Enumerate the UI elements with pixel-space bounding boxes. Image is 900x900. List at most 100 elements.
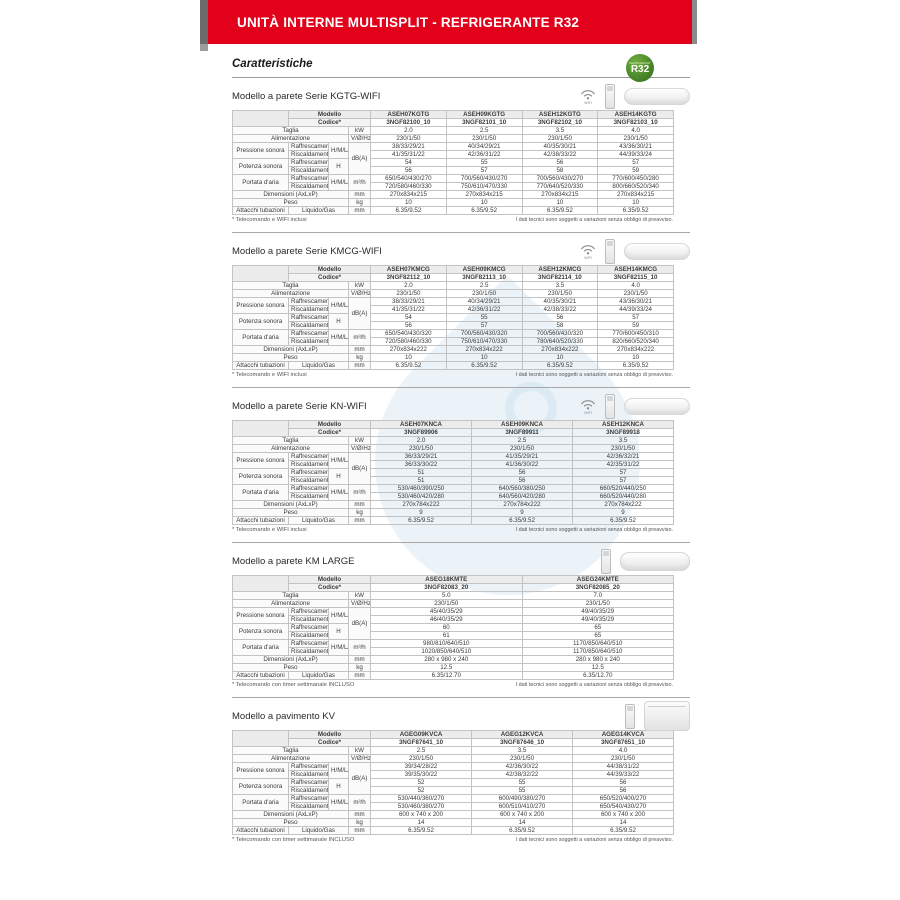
attacchi-value: 6.35/9.52 [445, 361, 523, 370]
r32-badge-label: R32 [630, 63, 650, 75]
row-label-taglia: Taglia [232, 281, 349, 290]
model-name: AGEG14KVCA [572, 730, 675, 739]
peso-value: 9 [572, 508, 675, 517]
pressione-riscaldamento-value: 44/39/33/22 [572, 770, 675, 779]
pressione-raffrescamento-value: 43/36/30/21 [597, 297, 675, 306]
table-corner [232, 575, 289, 592]
unit-label: kW [347, 591, 372, 600]
unit-label: V/Ø/Hz [347, 599, 372, 608]
hmlq-label: H/M/L/Q [328, 484, 349, 501]
attacchi-value: 6.35/12.70 [521, 671, 675, 680]
note-left: * Telecomando e WIFI inclusi [232, 527, 307, 533]
unit-label: m³/h [347, 484, 372, 501]
potenza-raffrescamento-value: 55 [445, 313, 523, 322]
sub-label-riscaldamento: Riscaldamento [288, 337, 329, 346]
alimentazione-value: 230/1/50 [572, 754, 675, 763]
sub-label-raffrescamento: Raffrescamento [288, 639, 329, 648]
potenza-raffrescamento-value: 56 [471, 468, 574, 477]
row-label-attacchi: Attacchi tubazioni [232, 361, 289, 370]
potenza-riscaldamento-value: 61 [370, 631, 523, 640]
codice-header: Codice* [287, 118, 372, 127]
spec-section: Modello a parete Serie KN-WIFI WIFI Modell… [232, 387, 690, 533]
portata-riscaldamento-value: 750/610/470/330 [445, 337, 523, 346]
taglia-value: 2.0 [370, 281, 447, 290]
model-name: AGEG09KVCA [370, 730, 473, 739]
row-label-taglia: Taglia [232, 591, 349, 600]
modello-header: Modello [287, 420, 372, 429]
row-label-dimensioni: Dimensioni (AxLxP) [232, 810, 349, 819]
sub-label-raffrescamento: Raffrescamento [288, 607, 329, 616]
dimensioni-value: 600 x 740 x 200 [572, 810, 675, 819]
attacchi-value: 6.35/9.52 [521, 361, 599, 370]
alimentazione-value: 230/1/50 [370, 289, 447, 298]
alimentazione-value: 230/1/50 [445, 134, 523, 143]
portata-raffrescamento-value: 650/540/430/270 [370, 174, 447, 183]
peso-value: 12.5 [521, 663, 675, 672]
potenza-riscaldamento-value: 56 [370, 166, 447, 175]
unit-label: kg [347, 818, 372, 827]
row-label-potenza-sonora: Potenza sonora [232, 313, 289, 330]
pressione-riscaldamento-value: 44/39/33/24 [597, 150, 675, 159]
portata-raffrescamento-value: 700/560/430/270 [445, 174, 523, 183]
codice-header: Codice* [287, 428, 372, 437]
attacchi-value: 6.35/9.52 [597, 361, 675, 370]
row-label-pressione-sonora: Pressione sonora [232, 762, 289, 779]
pressione-riscaldamento-value: 42/35/31/22 [572, 460, 675, 469]
dimensioni-value: 270x784x222 [471, 500, 574, 509]
unit-label: kW [347, 281, 372, 290]
unit-label: kg [347, 663, 372, 672]
pressione-raffrescamento-value: 40/35/30/21 [521, 297, 599, 306]
spec-section: Modello a pavimento KV Modello AGEG09KVCA A… [232, 697, 690, 843]
portata-riscaldamento-value: 1170/850/640/510 [521, 647, 675, 656]
section-title: Modello a parete Serie KMCG-WIFI [232, 245, 382, 257]
hmlq-label: H/M/L/Q [328, 329, 349, 346]
r32-refrigerant-badge: REFRIGERANT R32 [626, 54, 654, 82]
section-title: Modello a parete Serie KN-WIFI [232, 400, 367, 412]
codice-header: Codice* [287, 738, 372, 747]
row-label-pressione-sonora: Pressione sonora [232, 297, 289, 314]
dimensioni-value: 270x784x222 [572, 500, 675, 509]
potenza-raffrescamento-value: 56 [521, 313, 599, 322]
model-name: ASEH07KGTG [370, 110, 447, 119]
row-label-dimensioni: Dimensioni (AxLxP) [232, 345, 349, 354]
row-label-alimentazione: Alimentazione [232, 134, 349, 143]
wifi-icon-label: WIFI [584, 411, 592, 415]
remote-control-image [605, 83, 615, 109]
taglia-value: 3.5 [471, 746, 574, 755]
portata-riscaldamento-value: 530/460/380/270 [370, 802, 473, 811]
row-label-dimensioni: Dimensioni (AxLxP) [232, 190, 349, 199]
model-name: ASEH14KGTG [597, 110, 675, 119]
attacchi-value: 6.35/9.52 [521, 206, 599, 215]
sub-label-liquido-gas: Liquido/Gas [288, 826, 349, 835]
potenza-raffrescamento-value: 60 [370, 623, 523, 632]
unit-label: mm [347, 361, 372, 370]
h-label: H [328, 313, 349, 330]
spec-section: Modello a parete Serie KMCG-WIFI WIFI Mode… [232, 232, 690, 378]
potenza-raffrescamento-value: 57 [597, 158, 675, 167]
model-name: ASEH09KGTG [445, 110, 523, 119]
spec-table: Modello ASEH07KGTG ASEH09KGTG ASEH12KGTG ASE… [232, 110, 675, 215]
pressione-raffrescamento-value: 40/34/29/21 [445, 142, 523, 151]
code-value: 3NGF87651_10 [572, 738, 675, 747]
row-label-attacchi: Attacchi tubazioni [232, 206, 289, 215]
dimensioni-value: 600 x 740 x 200 [471, 810, 574, 819]
attacchi-value: 6.35/9.52 [572, 516, 675, 525]
note-right: I dati tecnici sono soggetti a variazion… [515, 217, 673, 223]
peso-value: 10 [370, 198, 447, 207]
peso-value: 10 [445, 198, 523, 207]
potenza-riscaldamento-value: 55 [471, 786, 574, 795]
note-left: * Telecomando con timer settimanale INCL… [232, 682, 355, 688]
remote-control-image [601, 548, 611, 574]
portata-riscaldamento-value: 530/460/420/280 [370, 492, 473, 501]
sub-label-riscaldamento: Riscaldamento [288, 476, 329, 485]
table-corner [232, 730, 289, 747]
peso-value: 10 [521, 198, 599, 207]
portata-raffrescamento-value: 600/490/380/270 [471, 794, 574, 803]
row-label-potenza-sonora: Potenza sonora [232, 623, 289, 640]
potenza-raffrescamento-value: 57 [597, 313, 675, 322]
alimentazione-value: 230/1/50 [521, 599, 675, 608]
potenza-riscaldamento-value: 56 [370, 321, 447, 330]
alimentazione-value: 230/1/50 [521, 134, 599, 143]
alimentazione-value: 230/1/50 [572, 444, 675, 453]
portata-raffrescamento-value: 530/440/360/270 [370, 794, 473, 803]
